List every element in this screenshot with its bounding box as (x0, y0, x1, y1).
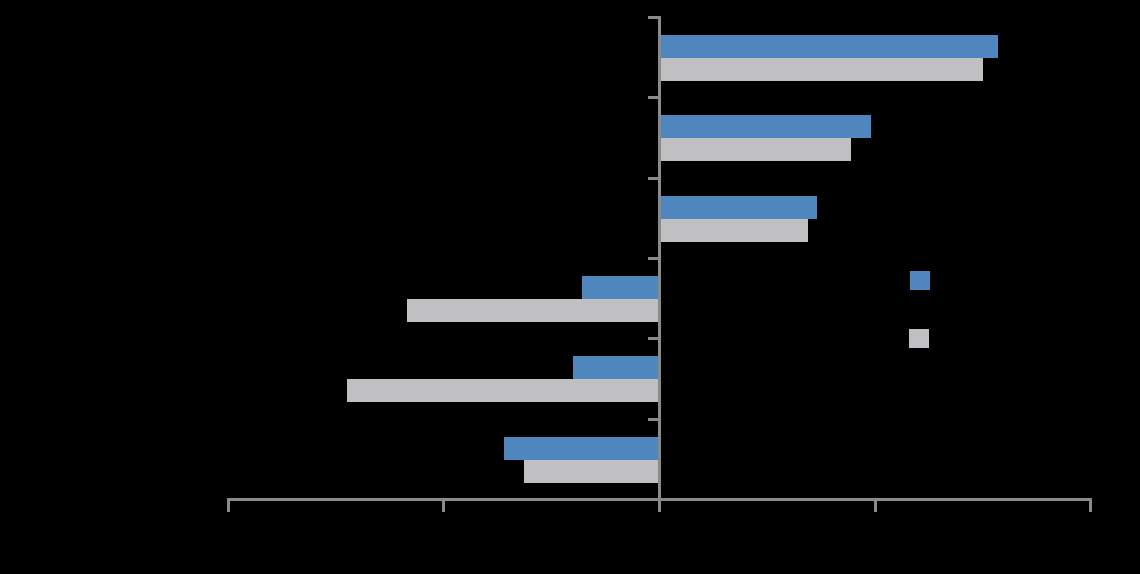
y-axis-tick (648, 417, 658, 421)
bar-series-blue-cat-1 (659, 35, 998, 58)
bar-series-blue-cat-6 (504, 436, 660, 460)
x-axis-tick (658, 498, 661, 512)
legend-swatch-series-gray (909, 329, 929, 348)
bar-series-blue-cat-2 (659, 115, 871, 139)
y-axis-tick (648, 256, 658, 260)
bar-series-blue-cat-3 (659, 195, 817, 219)
y-axis-tick (648, 96, 658, 100)
bar-series-gray-cat-2 (659, 138, 852, 162)
x-axis-tick (1089, 498, 1093, 512)
bar-series-gray-cat-3 (659, 218, 809, 242)
x-axis-tick (226, 498, 230, 512)
bar-series-blue-cat-4 (581, 275, 660, 299)
bar-series-blue-cat-5 (573, 356, 660, 380)
bar-series-gray-cat-5 (346, 379, 660, 403)
bar-series-gray-cat-4 (407, 298, 660, 322)
legend-swatch-series-blue (910, 271, 930, 290)
bar-series-gray-cat-1 (659, 58, 983, 81)
y-axis-line (658, 16, 661, 512)
y-axis-tick (648, 176, 658, 180)
x-axis-tick (873, 498, 877, 512)
x-axis-tick (442, 498, 446, 512)
y-axis-tick (648, 337, 658, 341)
bar-series-gray-cat-6 (523, 459, 660, 483)
y-axis-tick (648, 16, 658, 19)
